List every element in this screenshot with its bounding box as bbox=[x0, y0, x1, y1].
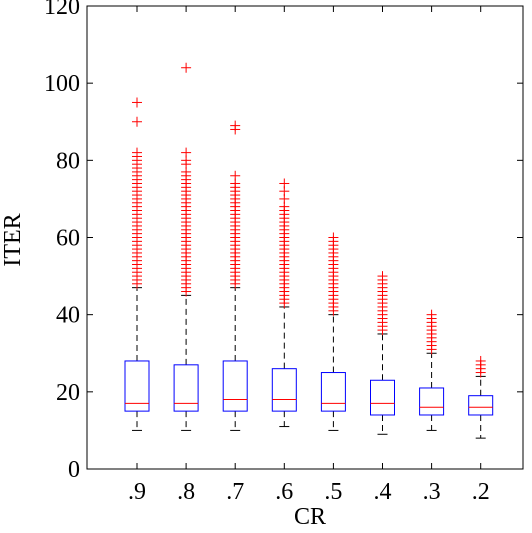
x-tick-label: .3 bbox=[423, 479, 441, 505]
box-iqr bbox=[124, 360, 150, 412]
outlier-marker bbox=[426, 309, 437, 320]
box-iqr bbox=[320, 372, 346, 412]
box-group bbox=[320, 232, 346, 431]
box-group bbox=[124, 97, 150, 431]
box-iqr bbox=[271, 368, 297, 412]
box-group bbox=[222, 120, 248, 431]
y-tick-label: 20 bbox=[56, 380, 80, 406]
y-tick-label: 120 bbox=[44, 0, 80, 20]
y-tick-label: 100 bbox=[44, 71, 80, 97]
plot-frame bbox=[86, 5, 524, 470]
box-group bbox=[370, 271, 395, 435]
outlier-marker bbox=[132, 116, 142, 127]
outlier-marker bbox=[279, 178, 290, 189]
box-iqr bbox=[419, 387, 445, 416]
box-iqr bbox=[468, 395, 494, 416]
outlier-marker bbox=[475, 355, 486, 366]
x-tick-label: .4 bbox=[374, 479, 392, 505]
outlier-marker bbox=[181, 62, 192, 73]
outlier-marker bbox=[181, 147, 192, 158]
labels-group: CR ITER bbox=[0, 213, 326, 530]
y-tick-label: 80 bbox=[56, 148, 80, 174]
outlier-marker bbox=[230, 170, 241, 181]
x-tick-label: .7 bbox=[226, 479, 244, 505]
y-tick-label: 0 bbox=[68, 457, 80, 483]
box-iqr bbox=[222, 360, 248, 412]
box-group bbox=[271, 178, 297, 428]
axes-group: 0 20 40 60 80 100 120 .9 .8 .7 .6 .5 .4 .3 .2 bbox=[44, 0, 524, 505]
boxes-group bbox=[124, 62, 494, 439]
x-tick-label: .5 bbox=[324, 479, 342, 505]
box-iqr bbox=[173, 364, 199, 412]
x-tick-label: .8 bbox=[177, 479, 195, 505]
box-group bbox=[419, 309, 445, 431]
x-tick-label: .2 bbox=[472, 479, 490, 505]
outlier-marker bbox=[132, 147, 142, 158]
y-axis-label: ITER bbox=[0, 213, 26, 266]
box-group bbox=[173, 62, 199, 431]
x-tick-label: .6 bbox=[275, 479, 293, 505]
y-tick-label: 40 bbox=[56, 303, 80, 329]
outlier-marker bbox=[377, 271, 388, 282]
outlier-marker bbox=[132, 97, 142, 108]
box-group bbox=[468, 355, 494, 439]
x-axis-label: CR bbox=[294, 504, 326, 528]
outlier-marker bbox=[230, 120, 241, 131]
y-tick-label: 60 bbox=[56, 226, 80, 252]
x-tick-label: .9 bbox=[128, 479, 146, 505]
box-iqr bbox=[370, 379, 395, 416]
outlier-marker bbox=[328, 232, 339, 243]
